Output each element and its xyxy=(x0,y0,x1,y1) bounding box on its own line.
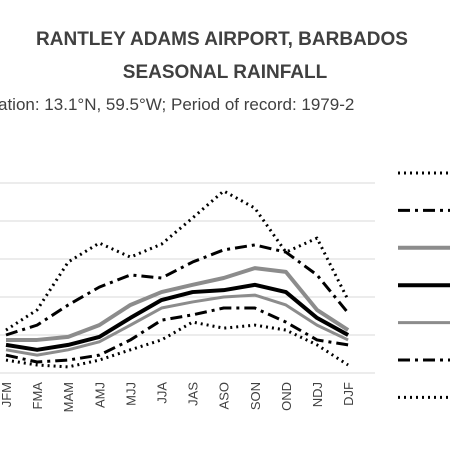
x-tick-label: DJF xyxy=(341,382,356,406)
x-tick-label: JFM xyxy=(0,382,14,407)
series-line xyxy=(5,243,350,337)
x-tick-label: OND xyxy=(279,382,294,411)
x-tick-label: JAS xyxy=(186,382,201,406)
series-line xyxy=(5,293,349,357)
x-tick-label: FMA xyxy=(30,382,45,410)
chart-title-line-2: SEASONAL RAINFALL xyxy=(123,62,328,83)
chart-title: RANTLEY ADAMS AIRPORT, BARBADOS xyxy=(36,29,408,50)
x-tick-label: MAM xyxy=(61,382,76,412)
series-line xyxy=(5,282,350,352)
x-tick-label: JJA xyxy=(155,382,170,404)
series-line xyxy=(5,306,349,364)
chart-subtitle: ation: 13.1°N, 59.5°W; Period of record:… xyxy=(0,95,354,114)
x-tick-label: NDJ xyxy=(310,382,325,407)
x-tick-label: ASO xyxy=(217,382,232,409)
x-tick-label: AMJ xyxy=(92,382,107,408)
series-line xyxy=(5,189,350,332)
x-tick-label: SON xyxy=(248,382,263,410)
series-line xyxy=(5,320,349,369)
series-line xyxy=(6,266,350,342)
x-tick-label: MJJ xyxy=(123,382,138,406)
